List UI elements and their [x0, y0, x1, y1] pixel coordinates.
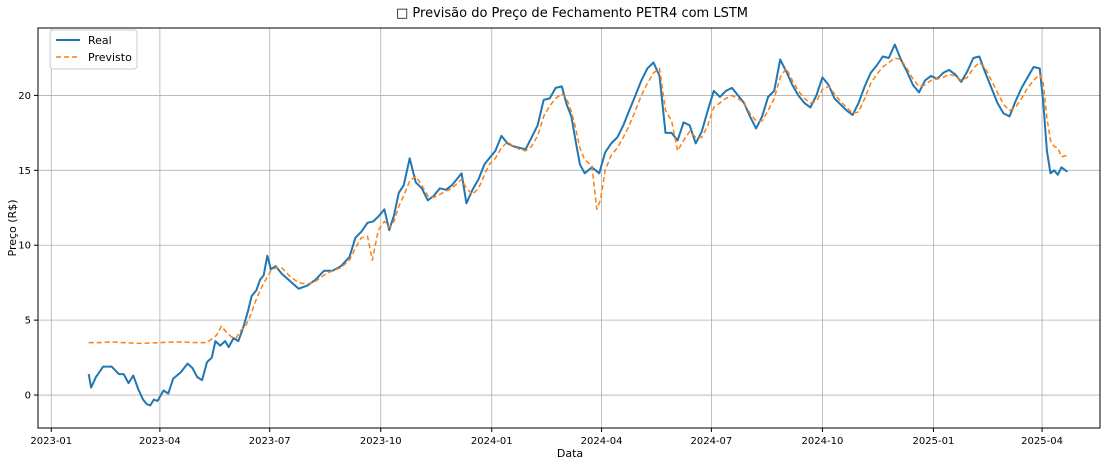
x-axis: 2023-01 2023-04 2023-07 2023-10 2024-01 2024-…	[30, 428, 1063, 447]
x-tick-label: 2023-04	[139, 436, 181, 447]
x-tick-label: 2024-01	[471, 436, 513, 447]
x-tick-label: 2024-10	[802, 436, 844, 447]
x-axis-label: Data	[557, 447, 583, 460]
x-tick-label: 2024-04	[581, 436, 623, 447]
chart-title: □ Previsão do Preço de Fechamento PETR4 …	[396, 6, 748, 21]
plot-frame	[37, 27, 1101, 429]
x-tick-label: 2024-07	[691, 436, 733, 447]
legend: Real Previsto	[49, 29, 138, 70]
series-group	[87, 43, 1069, 407]
y-axis: 0 5 10 15 20	[18, 91, 38, 402]
y-tick-label: 5	[25, 316, 31, 327]
y-tick-label: 0	[25, 391, 31, 402]
x-tick-label: 2023-07	[249, 436, 291, 447]
series-line-previsto	[88, 57, 1068, 345]
legend-label-previsto: Previsto	[88, 51, 132, 64]
legend-label-real: Real	[88, 34, 112, 47]
series-line-real	[87, 43, 1069, 407]
y-tick-label: 10	[18, 241, 31, 252]
x-tick-label: 2023-10	[360, 436, 402, 447]
y-tick-label: 15	[18, 166, 31, 177]
grid	[38, 28, 1100, 428]
x-tick-label: 2023-01	[30, 436, 72, 447]
x-tick-label: 2025-01	[913, 436, 955, 447]
y-tick-label: 20	[18, 91, 31, 102]
x-tick-label: 2025-04	[1021, 436, 1063, 447]
y-axis-label: Preço (R$)	[6, 200, 19, 257]
